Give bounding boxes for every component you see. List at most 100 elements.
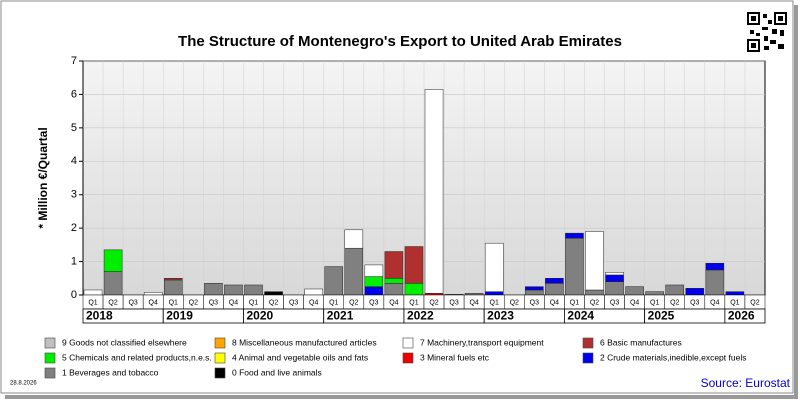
bar-segment <box>625 286 644 296</box>
y-tick-label: 5 <box>71 122 77 134</box>
bar-segment <box>324 266 344 296</box>
x-tick-label: Q2 <box>189 299 198 306</box>
x-tick-label: Q2 <box>429 299 438 306</box>
shadow <box>794 5 798 399</box>
x-tick-label: Q2 <box>108 299 117 306</box>
bar-segment <box>665 284 685 296</box>
x-tick-label: Q4 <box>309 299 318 306</box>
x-tick-label: Q3 <box>289 299 298 306</box>
bar-segment <box>204 283 223 296</box>
x-tick-label: Q1 <box>730 299 739 306</box>
x-tick-label: Q4 <box>469 299 478 306</box>
bar-segment <box>404 283 424 296</box>
y-tick-label: 7 <box>71 55 77 67</box>
legend-swatch <box>214 352 226 364</box>
x-tick-label: Q4 <box>550 299 559 306</box>
bar-segment <box>103 271 123 296</box>
chart-title: The Structure of Montenegro's Export to … <box>178 33 622 50</box>
x-tick-label: Q4 <box>710 299 719 306</box>
bar-segment <box>585 231 604 291</box>
bar-segment <box>545 283 564 296</box>
x-tick-label: Q1 <box>329 299 338 306</box>
x-tick-label: Q1 <box>88 299 97 306</box>
legend-label: 7 Machinery,transport equipment <box>420 337 544 347</box>
x-tick-label: Q3 <box>610 299 619 306</box>
year-label: 2020 <box>246 309 273 323</box>
x-tick-label: Q1 <box>169 299 178 306</box>
x-tick-label: Q4 <box>630 299 639 306</box>
year-label: 2018 <box>86 309 113 323</box>
bar-segment <box>565 232 584 239</box>
legend-swatch <box>402 337 414 349</box>
shadow <box>5 395 798 399</box>
legend-swatch <box>44 367 56 379</box>
year-label: 2023 <box>487 309 514 323</box>
x-tick-label: Q1 <box>249 299 258 306</box>
bar-segment <box>244 284 263 296</box>
bar-segment <box>384 251 404 279</box>
x-tick-label: Q4 <box>229 299 238 306</box>
bar-segment <box>344 229 364 249</box>
bar-segment <box>384 278 404 284</box>
bar-segment <box>525 286 544 291</box>
bar-segment <box>264 291 283 296</box>
x-tick-label: Q3 <box>128 299 137 306</box>
year-label: 2026 <box>728 309 755 323</box>
bar-segment <box>525 289 544 296</box>
bar-segment <box>705 262 725 271</box>
year-label: 2019 <box>166 309 193 323</box>
x-tick-label: Q2 <box>269 299 278 306</box>
legend-label: 9 Goods not classified elsewhere <box>62 337 187 347</box>
legend-swatch <box>214 337 226 349</box>
legend-label: 4 Animal and vegetable oils and fats <box>232 352 368 362</box>
bar-segment <box>364 286 384 296</box>
bar-segment <box>404 246 424 284</box>
bar-segment <box>484 291 504 296</box>
bar-segment <box>364 264 384 277</box>
x-tick-label: Q3 <box>530 299 539 306</box>
bar-segment <box>424 89 444 294</box>
x-tick-label: Q2 <box>349 299 358 306</box>
bar-segment <box>645 291 664 296</box>
legend-label: 6 Basic manufactures <box>600 337 682 347</box>
year-label: 2024 <box>567 309 594 323</box>
bar-segment <box>364 276 384 287</box>
y-tick-label: 0 <box>71 289 77 301</box>
x-tick-label: Q1 <box>570 299 579 306</box>
legend-label: 3 Mineral fuels etc <box>420 352 490 362</box>
x-tick-label: Q2 <box>510 299 519 306</box>
x-tick-label: Q2 <box>670 299 679 306</box>
bar-segment <box>424 293 444 296</box>
bar-segment <box>384 283 404 296</box>
bar-segment <box>83 289 103 296</box>
bar-segment <box>163 279 183 296</box>
legend-swatch <box>402 352 414 364</box>
y-tick-label: 1 <box>71 255 77 267</box>
bar-segment <box>224 284 243 296</box>
legend-swatch <box>44 352 56 364</box>
year-label: 2022 <box>407 309 434 323</box>
x-tick-label: Q1 <box>650 299 659 306</box>
y-tick-label: 3 <box>71 189 77 201</box>
y-tick-label: 4 <box>71 155 77 167</box>
y-axis-label: * Million €/Quartal <box>36 127 50 228</box>
x-tick-label: Q1 <box>409 299 418 306</box>
bar-segment <box>143 292 163 296</box>
x-tick-label: Q4 <box>149 299 158 306</box>
legend-label: 5 Chemicals and related products,n.e.s. <box>62 352 212 362</box>
legend-label: 0 Food and live animals <box>232 367 322 377</box>
bar-segment <box>545 278 564 284</box>
bar-segment <box>705 269 725 296</box>
legend-swatch <box>582 352 594 364</box>
x-tick-label: Q2 <box>590 299 599 306</box>
x-tick-label: Q3 <box>449 299 458 306</box>
y-tick-label: 6 <box>71 88 77 100</box>
x-tick-label: Q3 <box>690 299 699 306</box>
legend-label: 2 Crude materials,inedible,except fuels <box>600 352 746 362</box>
x-tick-label: Q1 <box>490 299 499 306</box>
bar-segment <box>344 247 364 296</box>
bar-segment <box>605 274 624 282</box>
legend-label: 1 Beverages and tobacco <box>62 367 159 377</box>
legend-swatch <box>582 337 594 349</box>
